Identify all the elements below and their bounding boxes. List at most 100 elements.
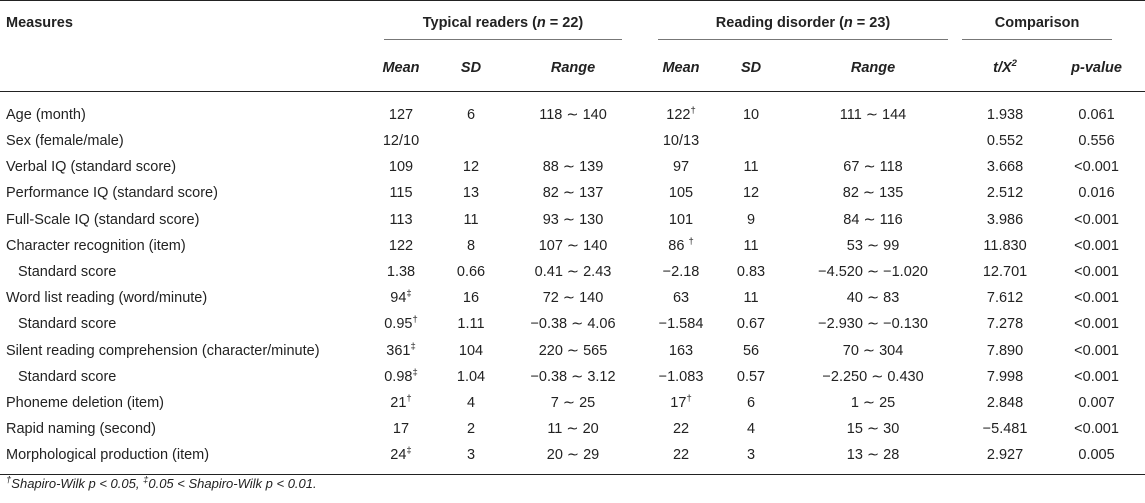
rd-range-cell: 70 ∼ 304 xyxy=(842,342,904,359)
rd-range-cell: 15 ∼ 30 xyxy=(846,421,900,438)
p-value-cell: <0.001 xyxy=(1074,342,1119,359)
tr-sd-cell: 104 xyxy=(458,342,484,359)
tr-sd-cell: 12 xyxy=(462,159,480,176)
measure-label: Morphological production (item) xyxy=(0,442,362,476)
t-stat-cell: 3.668 xyxy=(986,159,1024,176)
rd-sd-cell xyxy=(718,128,784,154)
tr-range-cell: −0.38 ∼ 3.12 xyxy=(530,368,616,385)
rd-mean-cell: 63 xyxy=(672,290,690,307)
rd-mean-cell: 10/13 xyxy=(662,133,700,150)
table-row: Phoneme deletion (item) 21† 4 7 ∼ 25 17† 6 1 ∼… xyxy=(0,390,1145,416)
rd-range-header: Range xyxy=(784,45,963,92)
tr-mean-header: Mean xyxy=(362,45,440,92)
p-value-cell: <0.001 xyxy=(1074,421,1119,438)
table-row: Verbal IQ (standard score) 109 12 88 ∼ 139 9… xyxy=(0,154,1145,180)
measure-label: Word list reading (word/minute) xyxy=(6,290,208,307)
t-stat-cell: 7.998 xyxy=(986,368,1024,385)
rd-range-cell: 111 ∼ 144 xyxy=(839,107,907,123)
table-row: Rapid naming (second) 17 2 11 ∼ 20 22 4 15 ∼ 3… xyxy=(0,416,1145,442)
rd-sd-cell: 4 xyxy=(746,421,756,438)
rd-sd-cell: 56 xyxy=(742,342,760,359)
rd-range-cell: 13 ∼ 28 xyxy=(784,442,963,476)
rd-sd-cell: 10 xyxy=(742,107,760,123)
tr-sd-cell: 3 xyxy=(440,442,502,476)
table-row: Word list reading (word/minute) 94‡ 16 72 ∼… xyxy=(0,285,1145,311)
reading-disorder-header: Reading disorder (n = 23) xyxy=(644,1,962,46)
table-row: Silent reading comprehension (character/… xyxy=(0,338,1145,364)
tr-mean-cell: 109 xyxy=(388,159,414,176)
tr-range-cell: 107 ∼ 140 xyxy=(538,237,608,254)
table-row: Age (month) 127 6 118 ∼ 140 122† 10 111 ∼ 144 1… xyxy=(0,92,1145,129)
rd-range-cell xyxy=(784,128,962,154)
rd-range-cell: −4.520 ∼ −1.020 xyxy=(818,264,928,281)
tr-range-cell: 11 ∼ 20 xyxy=(547,421,599,438)
comparison-header: Comparison xyxy=(962,1,1145,46)
rd-range-cell: 67 ∼ 118 xyxy=(843,159,903,176)
tr-mean-cell: 12/10 xyxy=(382,133,420,150)
rd-sd-cell: 9 xyxy=(746,211,756,228)
measure-label: Phoneme deletion (item) xyxy=(6,394,164,411)
p-value-cell: <0.001 xyxy=(1074,237,1119,254)
table-row: Standard score 0.98‡ 1.04 −0.38 ∼ 3.12 −1.08… xyxy=(0,364,1145,390)
t-stat-cell: 1.938 xyxy=(986,107,1024,123)
rd-mean-cell: 105 xyxy=(668,185,694,202)
t-stat-cell: 2.927 xyxy=(962,442,1049,476)
t-stat-header: t/X2 xyxy=(962,45,1049,92)
data-table: Measures Typical readers (n = 22) Readin… xyxy=(0,0,1145,476)
rd-sd-cell: 11 xyxy=(743,237,759,254)
p-value-cell: <0.001 xyxy=(1074,264,1119,281)
header-row-columns: Mean SD Range Mean SD Range t/X2 p-value xyxy=(0,45,1145,92)
tr-range-cell: 220 ∼ 565 xyxy=(538,342,608,359)
p-value-cell: 0.061 xyxy=(1078,107,1115,123)
p-value-cell: <0.001 xyxy=(1074,290,1119,307)
p-value-cell: <0.001 xyxy=(1074,211,1119,228)
p-value-cell: 0.016 xyxy=(1078,185,1115,202)
p-value-cell: <0.001 xyxy=(1074,368,1119,385)
rd-mean-cell: 17† xyxy=(670,393,692,411)
rd-sd-cell: 11 xyxy=(743,290,759,307)
header-row-groups: Measures Typical readers (n = 22) Readin… xyxy=(0,0,1145,46)
rd-sd-cell: 11 xyxy=(743,159,759,176)
rd-range-cell: 53 ∼ 99 xyxy=(846,237,900,254)
rd-mean-cell: −1.083 xyxy=(658,368,704,385)
tr-sd-cell: 4 xyxy=(466,394,476,411)
rd-range-cell: 40 ∼ 83 xyxy=(846,290,900,307)
rd-mean-header: Mean xyxy=(644,45,719,92)
rd-mean-cell: 122† xyxy=(666,105,696,123)
tr-range-cell: 93 ∼ 130 xyxy=(542,211,604,228)
rd-mean-cell: −2.18 xyxy=(662,264,700,281)
tr-range-cell xyxy=(502,128,644,154)
tr-sd-cell: 1.11 xyxy=(457,316,485,333)
measure-label: Rapid naming (second) xyxy=(6,421,156,438)
table-row: Sex (female/male) 12/10 10/13 0.552 0.556 xyxy=(0,128,1145,154)
footnote: †Shapiro-Wilk p < 0.05, ‡0.05 < Shapiro-… xyxy=(6,474,317,491)
table-row: Standard score 1.38 0.66 0.41 ∼ 2.43 −2.18 0.… xyxy=(0,259,1145,285)
tr-mean-cell: 113 xyxy=(389,211,413,228)
typical-readers-header: Typical readers (n = 22) xyxy=(362,1,644,46)
tr-sd-header: SD xyxy=(440,45,502,92)
table-row: Standard score 0.95† 1.11 −0.38 ∼ 4.06 −1.58… xyxy=(0,311,1145,337)
rd-mean-cell: 86 † xyxy=(668,236,694,254)
tr-range-header: Range xyxy=(502,45,645,92)
measure-label: Silent reading comprehension (character/… xyxy=(6,342,320,359)
measure-label: Standard score xyxy=(18,316,117,333)
p-value-cell: <0.001 xyxy=(1074,159,1119,176)
rd-mean-cell: 22 xyxy=(672,421,690,438)
rd-range-cell: −2.930 ∼ −0.130 xyxy=(818,316,928,333)
t-stat-cell: 7.890 xyxy=(986,342,1024,359)
tr-sd-cell: 1.04 xyxy=(456,368,486,385)
rd-range-cell: 1 ∼ 25 xyxy=(850,394,896,411)
tr-mean-cell: 21† xyxy=(390,393,412,411)
measures-header: Measures xyxy=(6,15,73,31)
p-value-cell: 0.556 xyxy=(1078,133,1115,150)
tr-mean-cell: 17 xyxy=(392,421,410,438)
tr-sd-cell: 11 xyxy=(463,211,479,228)
rd-sd-cell: 0.67 xyxy=(736,316,766,333)
t-stat-cell: 0.552 xyxy=(986,133,1024,150)
tr-range-cell: 7 ∼ 25 xyxy=(550,394,596,411)
rd-mean-cell: 101 xyxy=(668,211,694,228)
table-row: Performance IQ (standard score) 115 13 82 ∼… xyxy=(0,180,1145,206)
table-row: Character recognition (item) 122 8 107 ∼ 14… xyxy=(0,233,1145,259)
t-stat-cell: 12.701 xyxy=(982,264,1028,281)
tr-mean-cell: 122 xyxy=(388,237,414,254)
